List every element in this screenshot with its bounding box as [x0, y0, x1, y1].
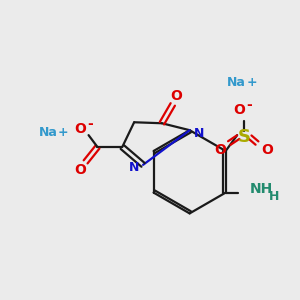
Text: Na: Na [227, 76, 246, 89]
Text: +: + [247, 76, 258, 89]
Text: N: N [194, 127, 205, 140]
Text: O: O [75, 122, 87, 136]
Text: -: - [88, 117, 93, 131]
Text: +: + [58, 126, 68, 139]
Text: O: O [170, 88, 182, 103]
Text: Na: Na [39, 126, 58, 139]
Text: O: O [214, 143, 226, 157]
Text: NH: NH [249, 182, 273, 196]
Text: N: N [129, 161, 139, 174]
Text: O: O [75, 163, 87, 177]
Text: -: - [246, 98, 252, 112]
Text: H: H [269, 190, 280, 203]
Text: S: S [238, 128, 250, 146]
Text: O: O [233, 103, 245, 117]
Text: O: O [261, 143, 273, 157]
